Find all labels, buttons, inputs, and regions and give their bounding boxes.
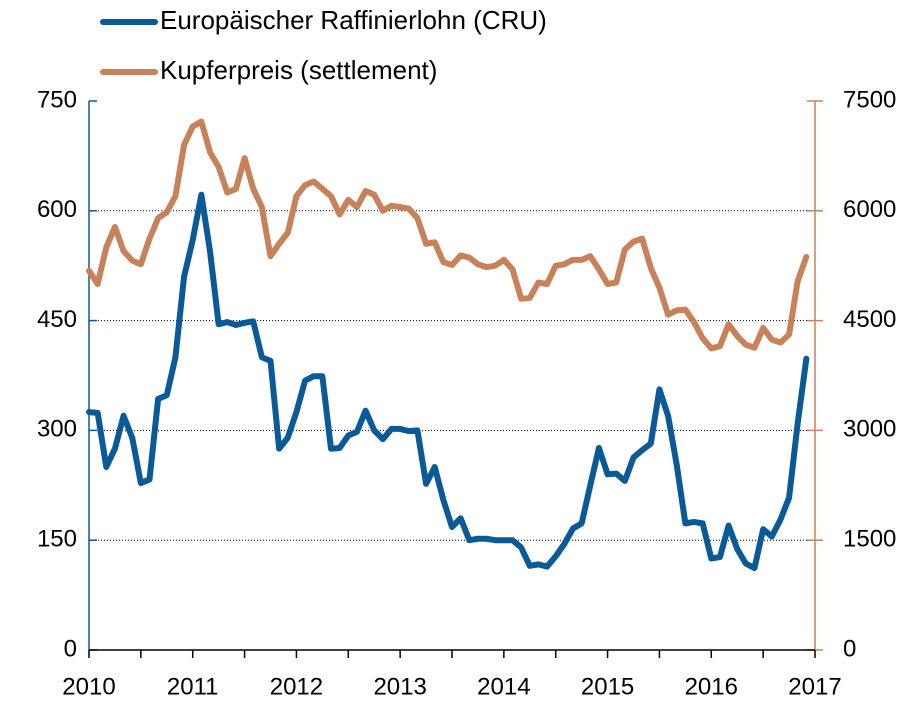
y2-tick-label: 3000 xyxy=(843,416,896,443)
x-tick-label: 2017 xyxy=(788,673,841,700)
y-tick-label: 0 xyxy=(64,635,77,662)
x-tick-label: 2012 xyxy=(270,673,323,700)
y2-tick-label: 6000 xyxy=(843,196,896,223)
y-tick-label: 300 xyxy=(37,416,77,443)
data-line xyxy=(86,118,810,352)
data-line xyxy=(86,191,810,572)
x-tick-label: 2010 xyxy=(62,673,115,700)
legend-label: Kupferpreis (settlement) xyxy=(160,55,437,85)
y2-tick-label: 1500 xyxy=(843,526,896,553)
y2-tick-label: 4500 xyxy=(843,306,896,333)
legend: Europäischer Raffinierlohn (CRU) Kupferpr… xyxy=(100,5,547,85)
y2-tick-label: 0 xyxy=(843,635,856,662)
y-tick-label: 450 xyxy=(37,306,77,333)
y-tick-label: 600 xyxy=(37,196,77,223)
x-tick-label: 2015 xyxy=(581,673,634,700)
y2-tick-label: 7500 xyxy=(843,86,896,113)
x-tick-label: 2011 xyxy=(167,673,219,700)
y-tick-label: 750 xyxy=(37,86,77,113)
x-tick-label: 2016 xyxy=(685,673,738,700)
y-tick-label: 150 xyxy=(37,526,77,553)
legend-label: Europäischer Raffinierlohn (CRU) xyxy=(160,5,547,35)
x-tick-label: 2014 xyxy=(477,673,530,700)
x-tick-label: 2013 xyxy=(373,673,426,700)
